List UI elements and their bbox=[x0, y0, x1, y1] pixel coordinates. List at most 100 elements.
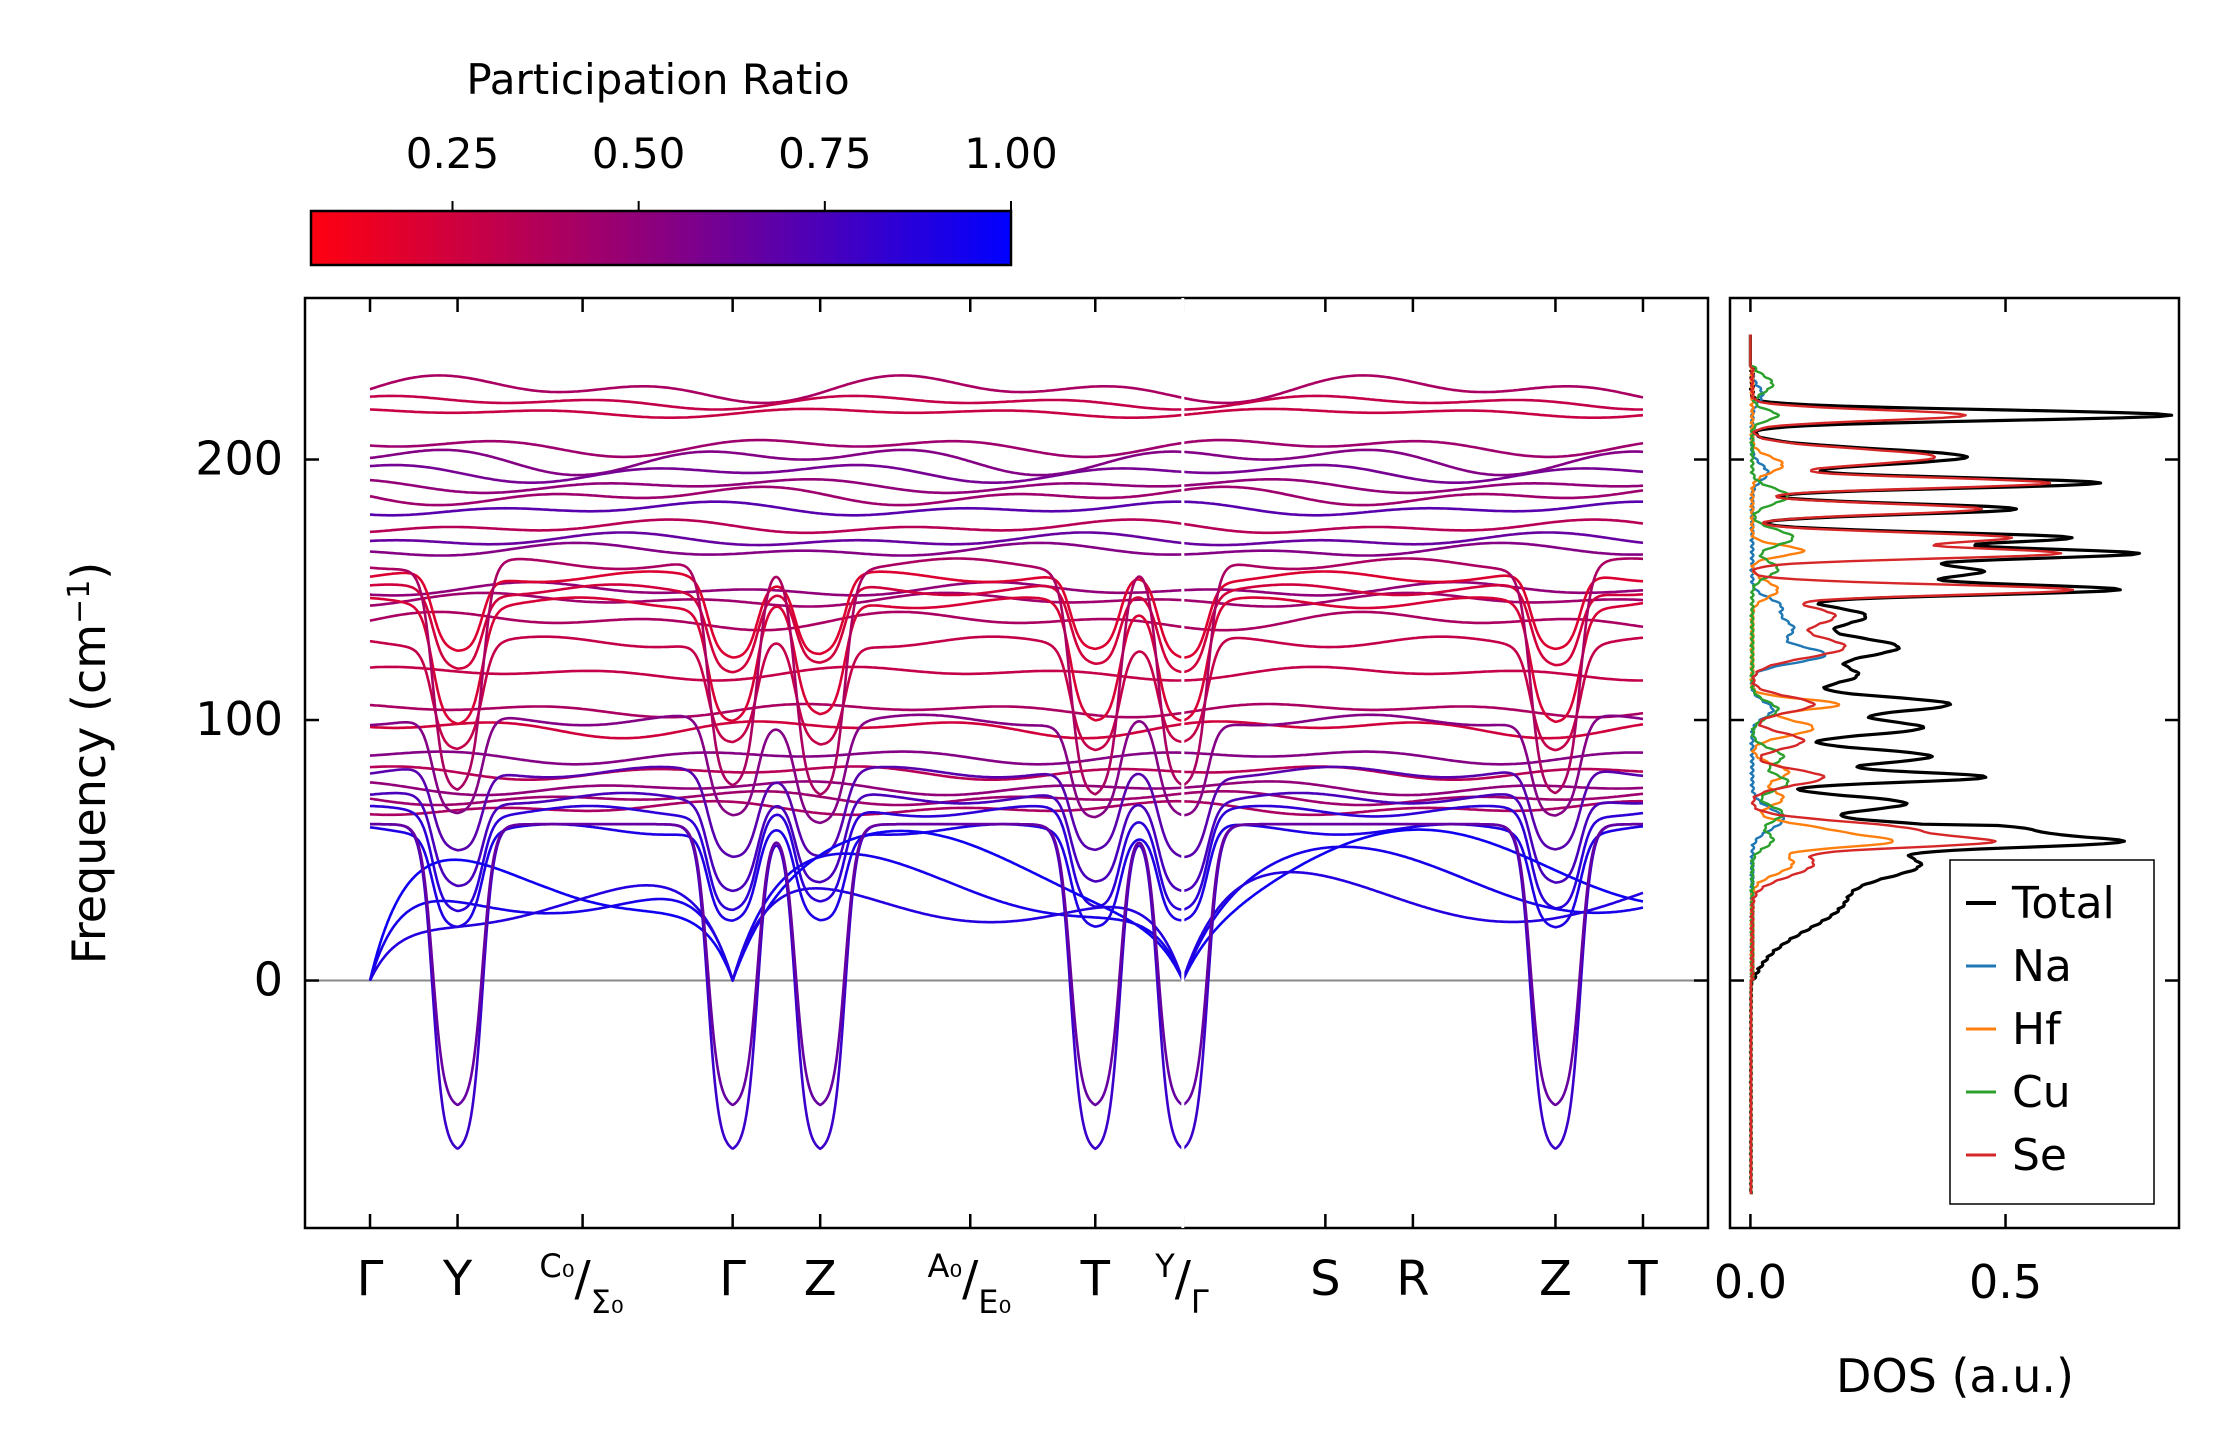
optical-band-flat bbox=[1182, 750, 1644, 766]
frequency-tick-label: 0 bbox=[254, 953, 283, 1007]
optical-band-dispersive bbox=[369, 635, 1183, 752]
optical-band-flat bbox=[369, 610, 1183, 632]
colorbar: Participation Ratio 0.25 0.50 0.75 1.00 bbox=[309, 55, 1058, 267]
kpoint-label: S bbox=[1310, 1251, 1340, 1307]
optical-band-flat bbox=[1182, 780, 1644, 797]
soft-mode-band bbox=[1182, 822, 1644, 1107]
legend-box bbox=[1949, 859, 2155, 1205]
phonon-bands bbox=[368, 374, 1644, 1151]
optical-band-flat bbox=[1182, 702, 1644, 719]
optical-band-dispersive bbox=[369, 791, 1184, 893]
dos-axes-frame bbox=[1728, 296, 2181, 1230]
frequency-tick-labels: 0 100 200 bbox=[195, 432, 283, 1007]
optical-band-flat bbox=[369, 720, 1184, 740]
optical-band-dispersive bbox=[369, 557, 1184, 796]
optical-band-dispersive bbox=[370, 596, 1184, 726]
optical-band-flat bbox=[369, 438, 1184, 459]
kpoint-label-sub: Σ₀ bbox=[591, 1283, 624, 1321]
optical-band-flat bbox=[369, 394, 1183, 411]
optical-band-flat bbox=[1182, 374, 1644, 405]
dos-curve-se bbox=[1749, 334, 2075, 1195]
optical-band-flat bbox=[1182, 790, 1644, 807]
optical-band-flat bbox=[369, 500, 1183, 517]
legend-label-cu: Cu bbox=[2012, 1067, 2071, 1118]
legend-label-hf: Hf bbox=[2012, 1004, 2062, 1055]
kpoint-label: Z bbox=[1539, 1251, 1572, 1307]
optical-band-dispersive bbox=[370, 713, 1184, 825]
colorbar-title: Participation Ratio bbox=[466, 55, 849, 104]
dos-curves bbox=[1748, 334, 2174, 1195]
optical-band-dispersive bbox=[1182, 583, 1644, 674]
dos-panel: 0.0 0.5 DOS (a.u.) Total Na Hf Cu Se bbox=[1714, 296, 2181, 1403]
band-axes-frame bbox=[303, 296, 1710, 1230]
frequency-tick-label: 100 bbox=[195, 692, 283, 746]
optical-band-flat bbox=[1182, 500, 1643, 517]
soft-mode-band bbox=[369, 822, 1184, 1107]
optical-band-dispersive bbox=[1182, 804, 1644, 911]
optical-band-flat bbox=[369, 750, 1183, 766]
kpoint-label-slash: / bbox=[575, 1251, 592, 1307]
optical-band-flat bbox=[1182, 518, 1644, 535]
optical-band-flat bbox=[369, 790, 1183, 807]
legend-label-se: Se bbox=[2012, 1130, 2067, 1181]
kpoint-label-split: Y / Γ bbox=[1154, 1247, 1209, 1321]
dos-x-tick-label: 0.0 bbox=[1714, 1255, 1787, 1309]
optical-band-dispersive bbox=[369, 570, 1184, 659]
optical-band-flat bbox=[369, 463, 1183, 484]
optical-band-flat bbox=[369, 407, 1183, 419]
optical-band-flat bbox=[1182, 591, 1644, 608]
optical-band-dispersive bbox=[1182, 596, 1644, 724]
acoustic-band bbox=[368, 852, 1185, 982]
acoustic-band bbox=[368, 884, 1185, 982]
kpoint-label: T bbox=[1627, 1251, 1658, 1307]
optical-band-dispersive bbox=[1182, 635, 1644, 752]
kpoint-label-sup: C₀ bbox=[539, 1247, 574, 1285]
optical-band-flat bbox=[1182, 665, 1644, 682]
optical-band-dispersive bbox=[1182, 765, 1644, 859]
dos-x-tick-label: 0.5 bbox=[1969, 1255, 2042, 1309]
kpoint-label: R bbox=[1396, 1251, 1429, 1307]
optical-band-flat bbox=[369, 374, 1184, 405]
kpoint-label-sup: A₀ bbox=[928, 1247, 963, 1285]
dos-x-axis-label: DOS (a.u.) bbox=[1836, 1349, 2074, 1403]
kpoint-label: T bbox=[1080, 1251, 1111, 1307]
colorbar-tick-label: 0.75 bbox=[778, 129, 872, 178]
optical-band-flat bbox=[369, 702, 1184, 719]
dos-legend: Total Na Hf Cu Se bbox=[1949, 859, 2155, 1205]
optical-band-flat bbox=[369, 591, 1183, 608]
kpoint-label: Γ bbox=[357, 1251, 384, 1307]
dos-axis-ticks: 0.0 0.5 bbox=[1714, 298, 2179, 1309]
legend-label-na: Na bbox=[2012, 941, 2072, 992]
optical-band-flat bbox=[1182, 478, 1644, 495]
optical-band-flat bbox=[1182, 541, 1644, 557]
optical-band-flat bbox=[369, 485, 1183, 507]
optical-band-flat bbox=[1182, 485, 1644, 507]
optical-band-flat bbox=[369, 478, 1183, 495]
kpoint-label: Γ bbox=[719, 1251, 746, 1307]
optical-band-flat bbox=[1182, 720, 1644, 740]
band-axis-ticks bbox=[305, 298, 1708, 1228]
optical-band-flat bbox=[1182, 765, 1644, 781]
optical-band-flat bbox=[369, 448, 1183, 477]
optical-band-dispersive bbox=[1182, 713, 1644, 817]
kpoint-label-split: A₀ / E₀ bbox=[928, 1247, 1012, 1321]
optical-band-dispersive bbox=[1182, 791, 1643, 893]
optical-band-flat bbox=[1182, 610, 1644, 632]
optical-band-dispersive bbox=[369, 765, 1184, 859]
acoustic-band bbox=[1181, 870, 1644, 981]
kpath-labels: Γ Y C₀ / Σ₀ Γ Z A₀ / E₀ T Y / Γ S R Z T bbox=[357, 1247, 1659, 1321]
optical-band-flat bbox=[369, 541, 1183, 557]
frequency-tick-label: 200 bbox=[195, 432, 283, 486]
optical-band-flat bbox=[1182, 580, 1644, 597]
acoustic-band bbox=[368, 829, 1184, 982]
colorbar-tick-label: 0.50 bbox=[592, 129, 686, 178]
dos-curve-na bbox=[1749, 334, 1827, 1195]
y-axis-label: Frequency (cm−1) bbox=[62, 562, 116, 965]
optical-band-flat bbox=[1182, 394, 1643, 411]
acoustic-band bbox=[1181, 828, 1644, 982]
colorbar-ticks: 0.25 0.50 0.75 1.00 bbox=[406, 129, 1058, 265]
kpoint-label-slash: / bbox=[962, 1251, 979, 1307]
kpoint-label-sub: Γ bbox=[1191, 1283, 1209, 1321]
optical-band-flat bbox=[1182, 448, 1644, 477]
